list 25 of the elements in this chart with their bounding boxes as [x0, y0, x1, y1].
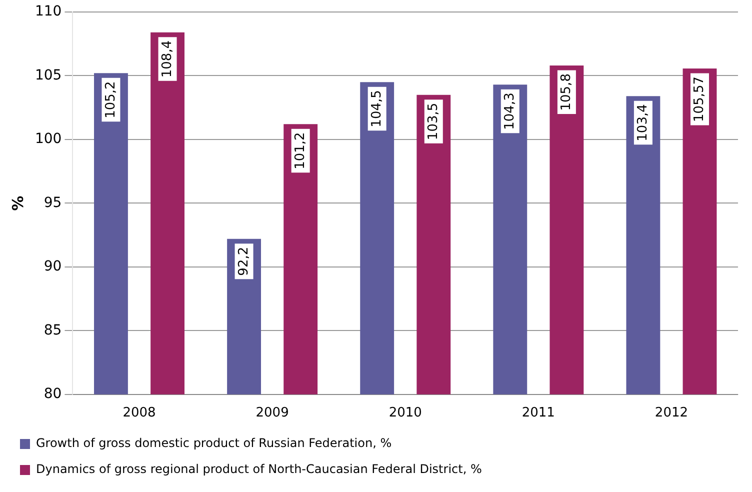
x-tick-label: 2008: [122, 406, 156, 421]
data-label: 103,4: [636, 104, 651, 142]
x-tick-label: 2009: [256, 406, 289, 421]
data-label: 101,2: [292, 132, 308, 170]
y-tick-label: 90: [44, 258, 62, 275]
data-label: 103,5: [426, 102, 442, 140]
y-tick-label: 100: [34, 131, 62, 148]
x-tick-label: 2012: [654, 406, 688, 421]
x-tick-label: 2011: [522, 406, 555, 421]
y-tick-label: 85: [44, 322, 62, 338]
data-label: 104,5: [369, 90, 384, 128]
data-label: 108,4: [160, 40, 175, 78]
data-label: 105,57: [692, 76, 708, 122]
legend-label: Dynamics of gross regional product of North-Caucasian Federal District, %: [36, 462, 482, 476]
y-tick-label: 105: [34, 67, 62, 84]
y-tick-label: 95: [44, 194, 62, 211]
data-label: 92,2: [236, 246, 252, 276]
data-label: 104,3: [502, 92, 518, 130]
y-axis-title: %: [8, 196, 27, 211]
data-label: 105,2: [103, 81, 118, 118]
data-label: 105,8: [559, 74, 574, 111]
y-tick-label: 110: [34, 4, 62, 20]
legend-label: Growth of gross domestic product of Russian Federation, %: [36, 436, 392, 450]
x-tick-label: 2010: [388, 406, 422, 421]
y-tick-label: 80: [44, 386, 62, 402]
